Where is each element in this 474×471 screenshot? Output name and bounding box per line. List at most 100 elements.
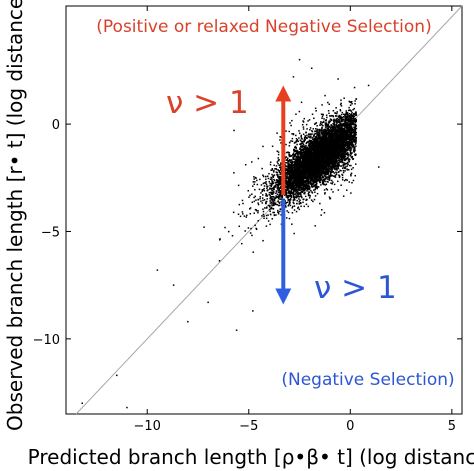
data-point xyxy=(354,128,356,130)
data-point xyxy=(347,145,350,148)
data-point xyxy=(307,178,309,181)
data-point xyxy=(294,149,297,152)
data-point xyxy=(301,187,303,189)
data-point xyxy=(346,125,349,127)
data-point xyxy=(292,170,294,173)
data-point xyxy=(289,198,292,200)
data-point xyxy=(298,198,300,200)
data-point xyxy=(316,138,319,140)
data-point xyxy=(338,132,341,135)
data-point xyxy=(339,103,342,106)
data-point xyxy=(286,175,288,178)
data-point xyxy=(286,158,289,161)
data-point xyxy=(287,162,289,164)
data-point xyxy=(322,120,325,123)
data-point xyxy=(335,115,338,117)
data-point xyxy=(352,179,355,182)
data-point xyxy=(269,187,271,190)
data-point xyxy=(232,211,235,214)
data-point xyxy=(302,185,305,188)
data-point xyxy=(345,145,347,147)
data-point xyxy=(332,134,335,136)
data-point xyxy=(275,192,277,195)
data-point xyxy=(323,143,325,146)
data-point xyxy=(293,150,296,153)
data-point xyxy=(300,137,303,139)
data-point xyxy=(320,121,322,123)
data-point xyxy=(338,134,341,136)
data-point xyxy=(301,159,304,161)
data-point xyxy=(254,208,257,211)
data-point xyxy=(272,176,275,178)
data-point xyxy=(336,162,338,164)
data-point xyxy=(239,215,242,218)
data-point xyxy=(323,167,325,169)
data-point xyxy=(346,153,349,156)
data-point xyxy=(302,128,305,130)
data-point xyxy=(267,220,270,222)
data-point xyxy=(294,189,297,191)
data-point xyxy=(271,187,274,190)
data-point xyxy=(309,144,312,146)
data-point xyxy=(266,198,268,200)
data-point xyxy=(300,191,302,194)
data-point xyxy=(349,151,352,153)
data-point xyxy=(251,234,253,237)
data-point xyxy=(291,119,293,122)
data-point xyxy=(269,202,272,204)
data-point xyxy=(277,157,279,159)
data-point xyxy=(307,182,310,184)
data-point xyxy=(349,154,352,157)
data-point xyxy=(285,130,287,132)
data-point xyxy=(346,142,349,144)
data-point xyxy=(272,192,275,194)
data-point xyxy=(315,168,317,170)
data-point xyxy=(287,211,290,214)
data-point xyxy=(291,133,293,135)
data-point xyxy=(327,163,329,165)
data-point xyxy=(287,184,289,187)
data-point xyxy=(290,161,293,163)
data-point xyxy=(340,156,342,159)
data-point xyxy=(233,129,235,132)
data-point xyxy=(292,172,294,174)
data-point xyxy=(279,210,281,213)
data-point xyxy=(264,202,267,205)
data-point xyxy=(326,167,328,170)
data-point xyxy=(336,112,338,115)
data-point xyxy=(322,175,324,177)
data-point xyxy=(354,140,356,143)
data-point xyxy=(352,136,354,138)
data-point xyxy=(271,179,273,181)
data-point xyxy=(296,167,298,170)
data-point xyxy=(297,154,299,156)
data-point xyxy=(273,169,275,172)
data-point xyxy=(279,176,281,179)
data-point xyxy=(306,198,308,201)
data-point xyxy=(348,139,351,141)
data-point xyxy=(280,142,282,144)
data-point xyxy=(242,202,244,205)
data-point xyxy=(333,132,335,135)
data-point xyxy=(289,194,292,196)
data-point xyxy=(328,129,331,131)
data-point xyxy=(346,179,348,181)
data-point xyxy=(351,135,354,137)
data-point xyxy=(271,145,274,148)
data-point xyxy=(354,131,357,133)
data-point xyxy=(311,150,314,152)
data-point xyxy=(308,194,310,196)
data-point xyxy=(325,188,328,190)
data-point xyxy=(311,130,313,132)
data-point xyxy=(320,128,323,130)
data-point xyxy=(302,133,305,135)
data-point xyxy=(309,178,312,180)
data-point xyxy=(349,132,351,135)
data-point xyxy=(256,183,259,186)
data-point xyxy=(342,143,345,145)
data-point xyxy=(256,179,258,182)
data-point xyxy=(334,115,337,117)
data-point xyxy=(343,155,345,157)
data-point xyxy=(312,170,314,172)
